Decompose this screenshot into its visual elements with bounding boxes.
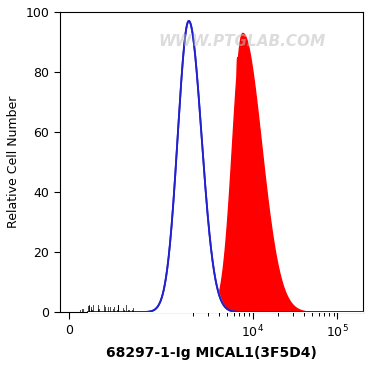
Text: WWW.PTGLAB.COM: WWW.PTGLAB.COM [158,34,325,50]
X-axis label: 68297-1-Ig MICAL1(3F5D4): 68297-1-Ig MICAL1(3F5D4) [106,346,317,360]
Y-axis label: Relative Cell Number: Relative Cell Number [7,96,20,228]
